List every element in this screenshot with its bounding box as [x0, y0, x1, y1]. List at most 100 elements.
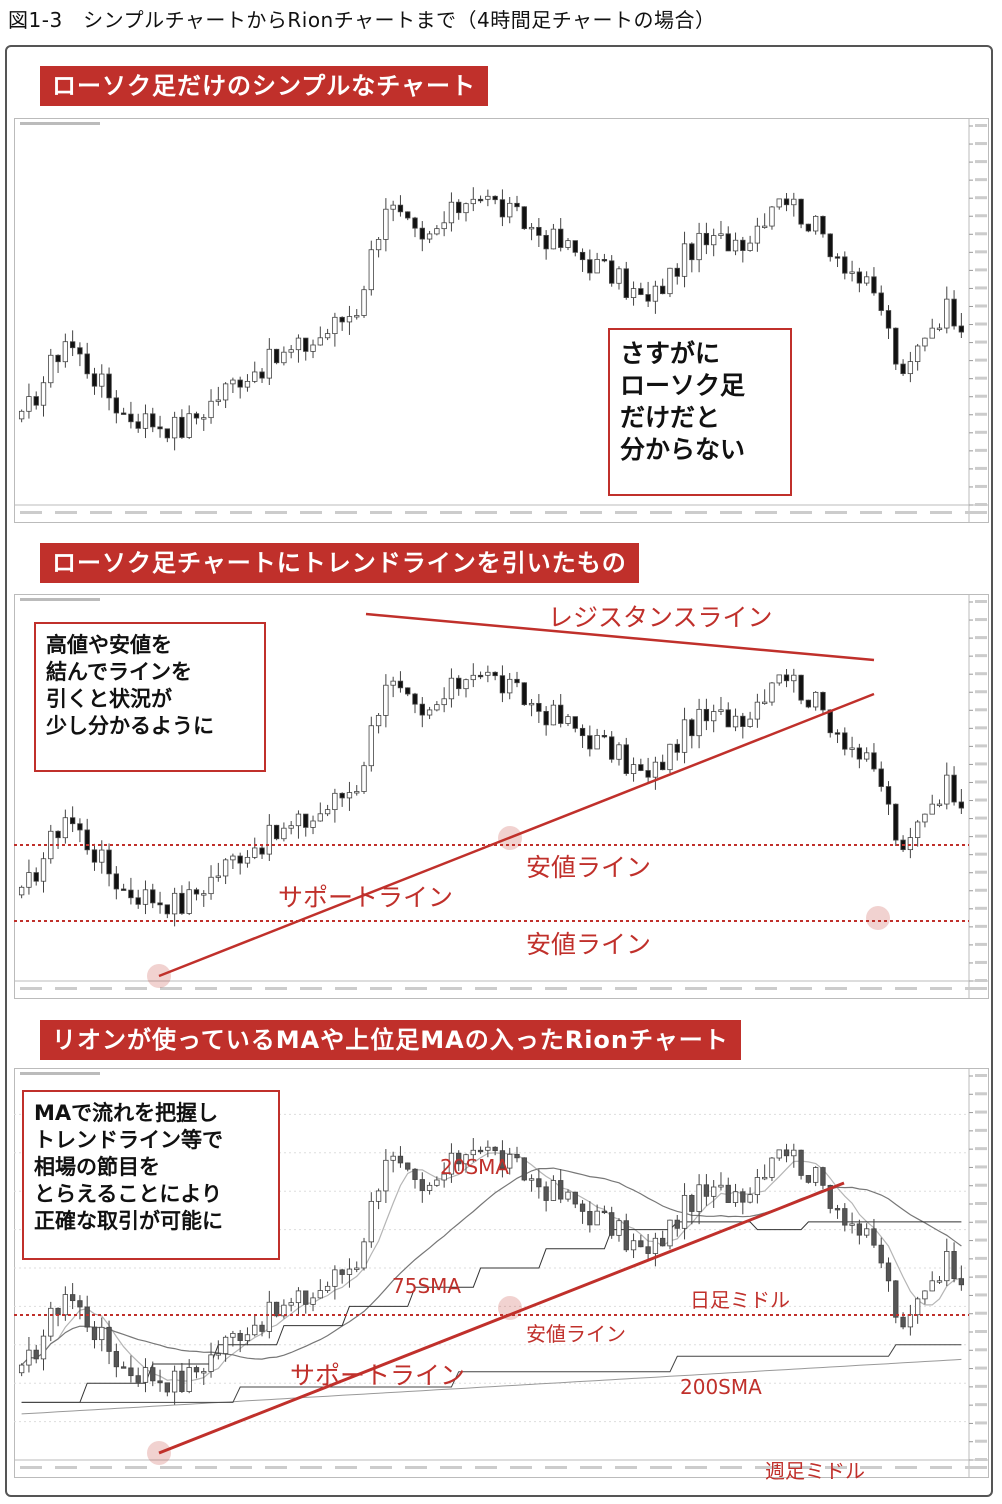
time-tick-label	[195, 1466, 217, 1469]
candle-body	[543, 1186, 549, 1201]
candle-body	[674, 743, 680, 753]
candle-body	[667, 267, 673, 295]
swing-point-marker	[147, 964, 171, 988]
time-tick-label	[720, 1466, 742, 1469]
time-tick-label	[755, 1466, 777, 1469]
candle-body	[616, 268, 622, 284]
candle-body	[856, 1223, 863, 1236]
candle-body	[747, 718, 753, 727]
time-tick-label	[545, 987, 567, 990]
price-tick-label	[975, 798, 987, 802]
candle-body	[660, 1237, 666, 1247]
price-tick-label	[975, 1384, 987, 1388]
panel1-banner: ローソク足だけのシンプルなチャート	[40, 66, 489, 106]
candle-body	[929, 327, 935, 339]
price-tick-label	[975, 618, 987, 622]
time-tick-label	[160, 987, 182, 990]
candle-body	[849, 747, 855, 750]
candle-body	[91, 373, 98, 387]
candle-body	[652, 761, 659, 778]
time-tick-label	[580, 511, 602, 514]
candle-body	[332, 316, 338, 335]
candle-body	[40, 858, 47, 882]
candle-body	[594, 1210, 600, 1226]
candle-body	[412, 217, 418, 229]
candle-body	[201, 1371, 207, 1374]
time-tick-label	[230, 1466, 252, 1469]
symbol-info	[20, 1072, 100, 1075]
candle-body	[186, 413, 192, 438]
candle-body	[813, 215, 819, 232]
panel3-note: MAで流れを把握し トレンドライン等で 相場の節目を とらえることにより 正確な…	[22, 1090, 280, 1260]
candle-body	[834, 732, 841, 735]
time-tick-label	[720, 987, 742, 990]
candle-body	[587, 1211, 593, 1226]
candle-body	[259, 847, 265, 855]
candle-body	[805, 1175, 812, 1183]
candle-body	[346, 792, 353, 799]
candle-body	[310, 344, 316, 352]
candle-body	[543, 710, 549, 726]
candle-body	[346, 316, 353, 323]
candle-body	[237, 1332, 243, 1341]
candle-body	[609, 1212, 615, 1236]
price-tick-label	[975, 816, 987, 820]
candle-body	[507, 202, 513, 218]
candle-body	[434, 704, 440, 711]
candle-body	[288, 825, 294, 829]
time-tick-label	[370, 1466, 392, 1469]
candle-body	[572, 716, 578, 729]
candle-body	[18, 1364, 25, 1374]
candle-body	[951, 298, 957, 327]
candle-body	[237, 855, 243, 864]
price-tick-label	[975, 1074, 987, 1077]
label-resistance-line: レジスタンスライン	[548, 603, 773, 632]
time-tick-label	[965, 987, 987, 990]
candle-body	[368, 1200, 374, 1243]
candle-body	[448, 1152, 455, 1175]
candle-body	[638, 764, 644, 771]
candle-body	[463, 1154, 469, 1165]
candle-body	[776, 674, 782, 684]
price-tick-label	[975, 726, 987, 730]
candle-body	[456, 201, 462, 214]
candle-body	[536, 702, 542, 712]
candle-body	[587, 735, 593, 750]
candle-body	[740, 715, 746, 727]
figure-frame	[5, 45, 993, 1497]
candle-body	[623, 744, 629, 774]
candle-body	[900, 1316, 906, 1328]
candle-body	[528, 702, 535, 706]
time-tick-label	[265, 1466, 287, 1469]
candle-body	[383, 1159, 389, 1192]
symbol-info	[20, 598, 100, 601]
candle-body	[91, 1326, 98, 1341]
candle-body	[40, 382, 47, 406]
candle-body	[135, 897, 141, 905]
price-tick-label	[975, 1238, 987, 1242]
candle-body	[572, 240, 578, 253]
candle-body	[266, 348, 272, 379]
candle-body	[84, 353, 90, 375]
candle-body	[230, 855, 236, 861]
candle-body	[33, 1349, 39, 1360]
price-tick-label	[975, 358, 987, 362]
candle-body	[776, 198, 782, 208]
candle-body	[456, 1152, 462, 1165]
time-tick-label	[790, 987, 812, 990]
time-tick-label	[580, 987, 602, 990]
candle-body	[922, 337, 928, 347]
candle-body	[69, 817, 76, 825]
candle-body	[958, 801, 965, 809]
candle-body	[594, 258, 600, 274]
candle-body	[259, 371, 265, 379]
candle-body	[397, 204, 404, 213]
candle-body	[77, 1300, 83, 1308]
price-tick-label	[975, 834, 987, 838]
candle-body	[324, 333, 331, 339]
candle-body	[652, 285, 659, 302]
price-tick-label	[975, 160, 987, 164]
price-tick-label	[975, 906, 987, 910]
candle-body	[550, 1180, 557, 1201]
candle-body	[419, 1179, 425, 1191]
